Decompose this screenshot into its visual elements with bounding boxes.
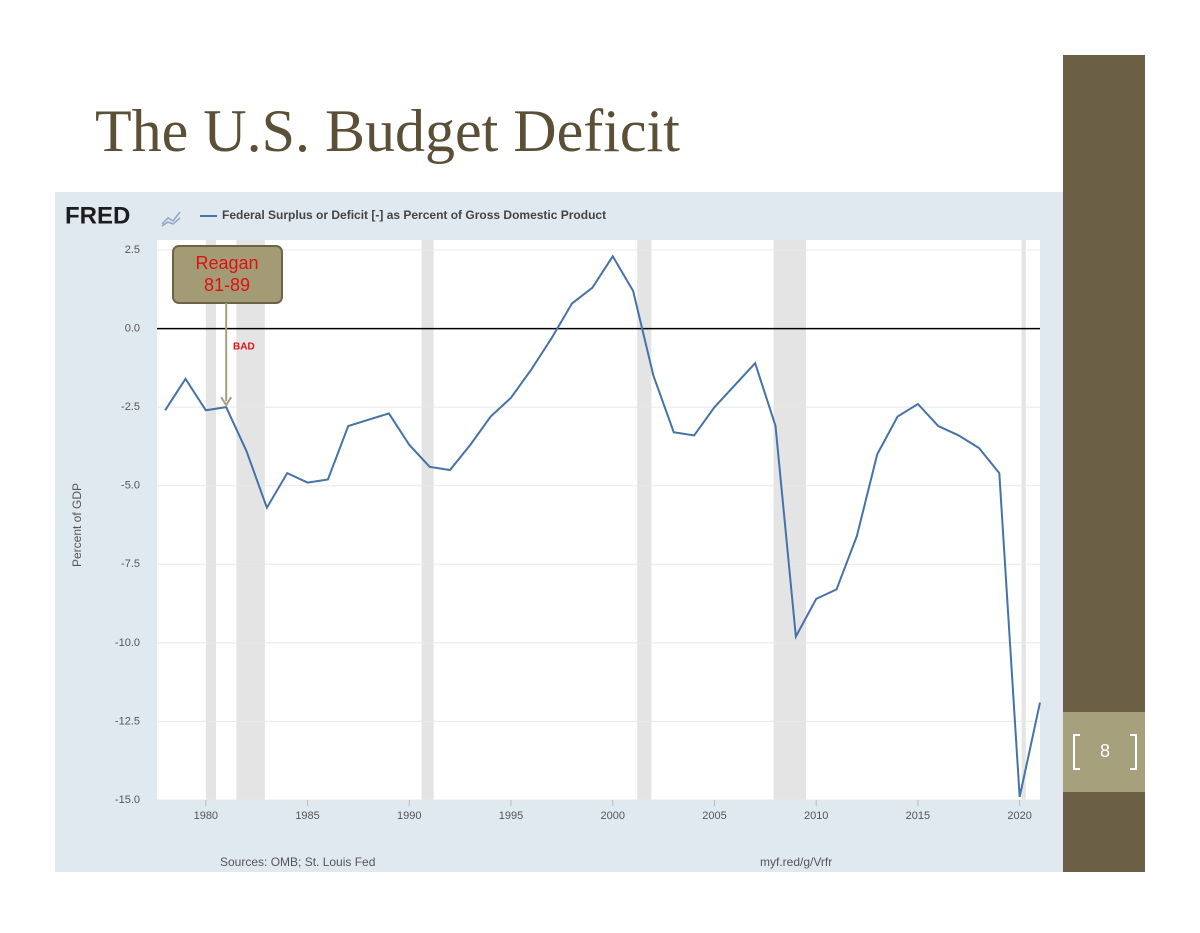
annotation-arrowhead <box>220 396 233 408</box>
x-tick-label: 1990 <box>397 810 421 822</box>
x-tick-label: 2015 <box>906 810 930 822</box>
page-brackets <box>1073 734 1137 770</box>
annotation-text: Reagan <box>195 253 258 273</box>
page-number: 8 <box>1100 741 1110 761</box>
x-tick-label: 1980 <box>194 810 218 822</box>
x-tick-label: 2020 <box>1007 810 1031 822</box>
recession-band <box>773 240 807 800</box>
y-tick-label: -2.5 <box>121 401 140 413</box>
series-line <box>164 254 1041 798</box>
slide-title: The U.S. Budget Deficit <box>95 98 680 164</box>
legend-label: Federal Surplus or Deficit [-] as Percen… <box>222 208 606 222</box>
x-tick-label: 2000 <box>600 810 624 822</box>
source: Sources: OMB; St. Louis Fed <box>220 855 375 869</box>
y-tick-label: -7.5 <box>121 558 140 570</box>
x-tick-label: 2010 <box>804 810 828 822</box>
y-axis-label: Percent of GDP <box>70 483 84 567</box>
recession-band <box>205 240 217 800</box>
recession-band <box>637 240 652 800</box>
x-tick-label: 1985 <box>295 810 319 822</box>
plot-area <box>157 240 1040 800</box>
brand: FRED <box>65 202 130 229</box>
annotation-note: BAD <box>233 342 255 353</box>
y-tick-label: 0.0 <box>125 322 140 334</box>
y-tick-label: -5.0 <box>121 480 140 492</box>
y-tick-label: -10.0 <box>115 637 140 649</box>
y-tick-label: -15.0 <box>115 794 140 806</box>
recession-band <box>1021 240 1026 800</box>
x-tick-label: 1995 <box>499 810 523 822</box>
recession-band <box>236 240 265 800</box>
annotation-box <box>172 245 283 304</box>
recession-band <box>421 240 434 800</box>
y-tick-label: -12.5 <box>115 715 140 727</box>
annotation-text: 81-89 <box>204 275 250 295</box>
link: myf.red/g/Vrfr <box>760 855 832 869</box>
x-tick-label: 2005 <box>702 810 726 822</box>
brand-icon <box>161 211 181 227</box>
page-number-box <box>1063 712 1145 792</box>
y-tick-label: 2.5 <box>125 244 140 256</box>
